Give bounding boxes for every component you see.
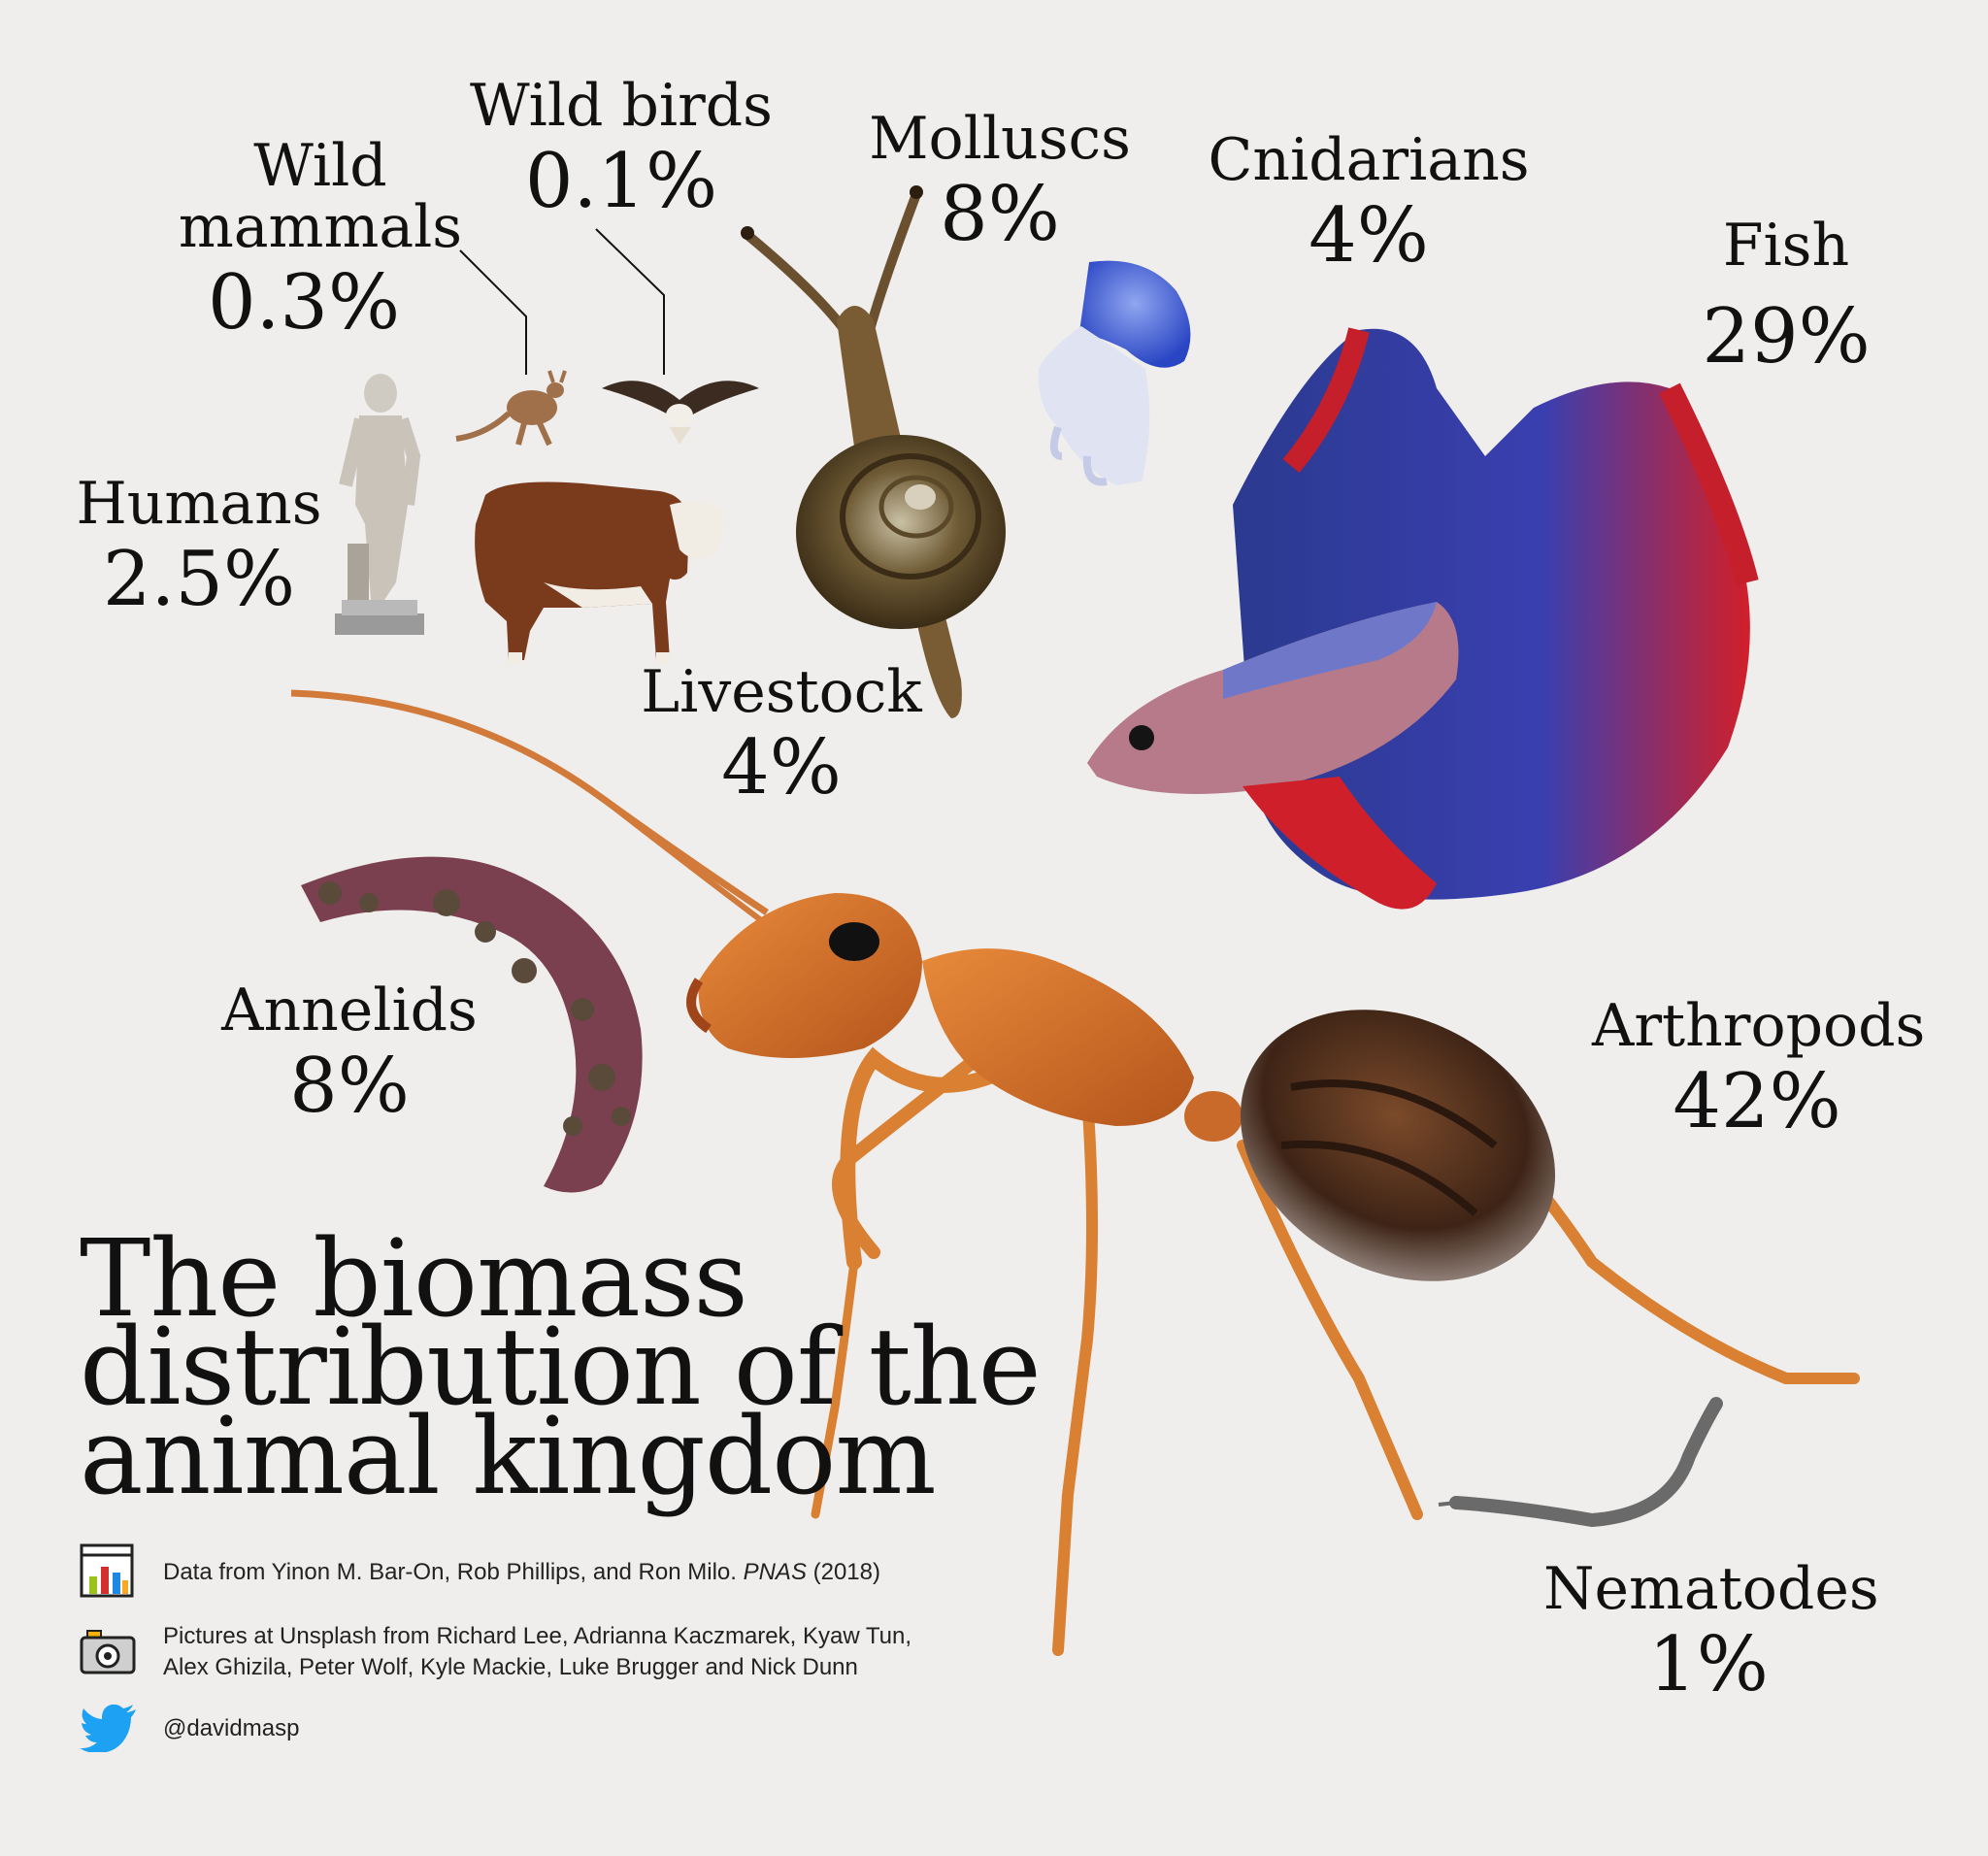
humans-name: Humans (76, 470, 322, 538)
label-humans: Humans 2.5% (68, 474, 330, 620)
kangaroo-illustration (455, 370, 567, 447)
human-statue-illustration (335, 374, 424, 635)
camera-icon (80, 1629, 136, 1684)
cnidarians-name: Cnidarians (1208, 126, 1530, 194)
annelids-pct: 8% (289, 1043, 410, 1130)
jellyfish-illustration (1038, 260, 1191, 486)
eagle-illustration (602, 381, 759, 445)
nematodes-pct: 1% (1648, 1621, 1769, 1708)
leader-lines (459, 228, 665, 375)
label-annelids: Annelids 8% (204, 980, 495, 1127)
livestock-pct: 4% (721, 724, 842, 812)
ant-illustration (290, 689, 1860, 1656)
label-wild-mammals: Wild mammals 0.3% (165, 136, 476, 344)
fish-name: Fish (1722, 212, 1850, 280)
fish-pct: 29% (1702, 293, 1871, 381)
twitter-bird-icon (80, 1704, 138, 1761)
twitter-credit: @davidmasp (80, 1704, 992, 1762)
label-nematodes: Nematodes 1% (1543, 1555, 1879, 1708)
betta-fish-illustration (1087, 327, 1759, 910)
label-wild-birds: Wild birds 0.1% (456, 76, 786, 222)
arthropods-pct: 42% (1673, 1058, 1841, 1145)
title-line-3: animal kingdom (80, 1393, 937, 1518)
label-arthropods: Arthropods 42% (1592, 992, 1926, 1145)
cow-illustration (475, 481, 724, 664)
label-fish: Fish 29% (1670, 215, 1903, 378)
credits: Data from Yinon M. Bar-On, Rob Phillips,… (80, 1543, 992, 1781)
pictures-credit: Pictures at Unsplash from Richard Lee, A… (80, 1621, 992, 1684)
wild-mammals-name-line2: mammals (178, 193, 463, 261)
livestock-name: Livestock (641, 658, 922, 726)
label-molluscs: Molluscs 8% (854, 109, 1145, 255)
bar-chart-icon (80, 1543, 134, 1607)
earthworm-illustration (301, 856, 643, 1193)
title-line-1: The biomass (80, 1216, 748, 1341)
molluscs-name: Molluscs (869, 105, 1131, 173)
data-source-text: Data from Yinon M. Bar-On, Rob Phillips,… (163, 1559, 744, 1585)
wild-mammals-name-line1: Wild (253, 132, 387, 200)
humans-pct: 2.5% (102, 536, 296, 623)
nematode-illustration (1438, 1397, 1723, 1528)
wild-mammals-pct: 0.3% (208, 259, 401, 347)
pictures-credit-line1: Pictures at Unsplash from Richard Lee, A… (163, 1623, 912, 1649)
label-livestock: Livestock 4% (621, 662, 942, 809)
annelids-name: Annelids (221, 977, 478, 1044)
main-title: The biomass distribution of the animal k… (80, 1216, 1042, 1518)
nematodes-name: Nematodes (1543, 1555, 1879, 1623)
wild-birds-pct: 0.1% (524, 138, 718, 225)
title-line-2: distribution of the (80, 1305, 1042, 1430)
molluscs-pct: 8% (940, 171, 1060, 258)
pictures-credit-line2: Alex Ghizila, Peter Wolf, Kyle Mackie, L… (163, 1654, 858, 1681)
wild-birds-name: Wild birds (470, 72, 773, 140)
snail-illustration (741, 185, 1006, 718)
data-source-year: (2018) (806, 1559, 880, 1585)
data-source-credit: Data from Yinon M. Bar-On, Rob Phillips,… (80, 1543, 992, 1602)
cnidarians-pct: 4% (1309, 192, 1429, 280)
label-cnidarians: Cnidarians 4% (1204, 130, 1534, 277)
data-source-journal: PNAS (743, 1559, 807, 1585)
twitter-handle[interactable]: @davidmasp (163, 1714, 300, 1741)
arthropods-name: Arthropods (1592, 992, 1926, 1060)
